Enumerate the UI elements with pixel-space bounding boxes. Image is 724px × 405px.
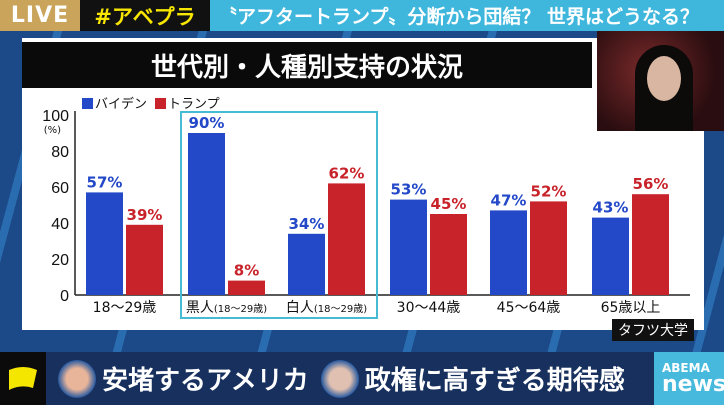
legend: バイデン トランプ: [82, 93, 220, 112]
highlight-box: [180, 111, 378, 319]
flag-icon: [0, 352, 46, 405]
data-label: 39%: [127, 206, 163, 224]
bar-biden: [188, 133, 225, 295]
data-label: 45%: [431, 195, 467, 213]
x-tick-label: 黒人(18〜29歳): [186, 300, 267, 316]
bar-trump: [126, 224, 163, 295]
hashtag: #アベプラ: [80, 0, 210, 31]
y-tick-label: 20: [51, 252, 69, 269]
trump-photo: [58, 359, 96, 398]
data-label: 57%: [87, 173, 123, 191]
data-label: 52%: [531, 182, 567, 200]
y-tick-label: 80: [51, 144, 69, 161]
x-tick-label: 白人(18〜29歳): [286, 300, 367, 316]
data-label: 43%: [593, 199, 629, 217]
bar-biden: [490, 210, 527, 295]
caption-2: 政権に高すぎる期待感: [364, 366, 625, 396]
legend-item-trump: トランプ: [155, 93, 220, 112]
biden-photo: [320, 359, 359, 398]
caption-bar: 安堵するアメリカ 政権に高すぎる期待感 ABEMA news: [0, 352, 724, 405]
y-tick-label: 0: [60, 288, 69, 305]
bar-biden: [592, 217, 629, 295]
data-label: 34%: [289, 215, 325, 233]
legend-label: トランプ: [168, 97, 220, 112]
chart-title: 世代別・人種別支持の状況: [22, 42, 592, 88]
data-label: 90%: [189, 114, 225, 132]
x-tick-label: 45〜64歳: [497, 300, 561, 316]
x-tick-label: 65歳以上: [601, 300, 661, 316]
bar-biden: [288, 233, 325, 295]
bar-trump: [632, 194, 669, 295]
legend-item-biden: バイデン: [82, 93, 147, 112]
source-label: タフツ大学: [612, 319, 694, 341]
data-label: 62%: [329, 164, 365, 182]
y-tick-label: 40: [51, 216, 69, 233]
bar-trump: [328, 183, 365, 295]
bar-biden: [390, 199, 427, 295]
abema-news-logo: ABEMA news: [654, 352, 724, 405]
bar-biden: [86, 192, 123, 295]
data-label: 56%: [633, 175, 669, 193]
bar-trump: [530, 201, 567, 295]
legend-label: バイデン: [95, 97, 148, 112]
data-label: 47%: [491, 191, 527, 209]
y-axis-unit: (%): [44, 125, 61, 136]
caption-1: 安堵するアメリカ: [102, 366, 309, 396]
data-label: 8%: [234, 262, 259, 280]
person-face: [647, 56, 681, 101]
webcam-feed: [597, 31, 724, 131]
headline: 〝アフタートランプ〟分断から団結？ 世界はどうなる？: [210, 0, 724, 31]
x-tick-label: 18〜29歳: [93, 300, 157, 316]
bar-trump: [228, 280, 265, 295]
y-tick-label: 100: [42, 108, 69, 125]
data-label: 53%: [391, 181, 427, 199]
bar-trump: [430, 214, 467, 295]
y-tick-label: 60: [51, 180, 69, 197]
x-tick-label: 30〜44歳: [397, 300, 461, 316]
live-badge: LIVE: [0, 0, 80, 31]
top-bar: LIVE #アベプラ 〝アフタートランプ〟分断から団結？ 世界はどうなる？: [0, 0, 724, 31]
